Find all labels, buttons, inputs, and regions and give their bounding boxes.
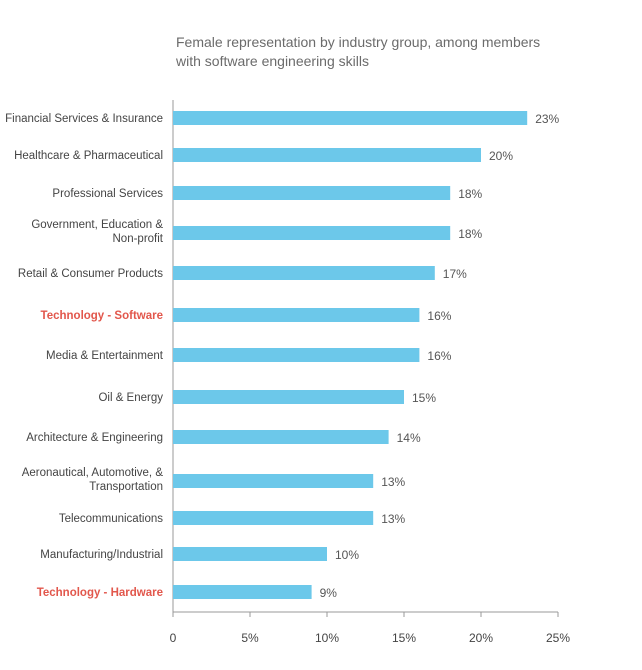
value-label: 13%: [381, 512, 405, 526]
category-label: Technology - Hardware: [37, 587, 163, 599]
category-label: Technology - Software: [41, 310, 163, 322]
x-tick-label: 25%: [546, 631, 570, 645]
chart-title-line-2: with software engineering skills: [176, 53, 369, 69]
bar: [173, 266, 435, 280]
bar: [173, 226, 451, 240]
category-label: Manufacturing/Industrial: [40, 549, 163, 561]
bar: [173, 111, 528, 125]
category-label: Government, Education &: [31, 219, 163, 231]
x-tick-label: 20%: [469, 631, 493, 645]
value-label: 14%: [397, 431, 421, 445]
bar: [173, 186, 451, 200]
category-label: Non-profit: [113, 233, 164, 245]
category-label: Telecommunications: [59, 513, 163, 525]
bar: [173, 585, 312, 599]
x-tick-label: 0: [170, 631, 177, 645]
category-label: Transportation: [89, 481, 163, 493]
value-label: 20%: [489, 149, 513, 163]
category-label: Aeronautical, Automotive, &: [22, 467, 164, 479]
value-label: 9%: [320, 586, 338, 600]
bar: [173, 308, 420, 322]
value-label: 18%: [458, 227, 482, 241]
category-label: Media & Entertainment: [46, 350, 164, 362]
value-label: 13%: [381, 475, 405, 489]
x-tick-label: 15%: [392, 631, 416, 645]
category-label: Financial Services & Insurance: [5, 113, 163, 125]
category-label: Professional Services: [52, 188, 163, 200]
chart-title-line-1: Female representation by industry group,…: [176, 34, 541, 50]
bar: [173, 390, 404, 404]
value-label: 15%: [412, 391, 436, 405]
category-label: Retail & Consumer Products: [18, 268, 163, 280]
category-label: Architecture & Engineering: [26, 432, 163, 444]
value-label: 10%: [335, 548, 359, 562]
bar: [173, 348, 420, 362]
bar: [173, 511, 374, 525]
value-label: 17%: [443, 267, 467, 281]
value-label: 18%: [458, 187, 482, 201]
value-label: 16%: [427, 349, 451, 363]
value-label: 16%: [427, 309, 451, 323]
bar: [173, 474, 374, 488]
x-tick-label: 10%: [315, 631, 339, 645]
x-tick-label: 5%: [241, 631, 259, 645]
value-label: 23%: [535, 112, 559, 126]
bar: [173, 547, 327, 561]
category-label: Oil & Energy: [98, 392, 163, 404]
bar: [173, 430, 389, 444]
category-label: Healthcare & Pharmaceutical: [14, 150, 163, 162]
bar: [173, 148, 481, 162]
